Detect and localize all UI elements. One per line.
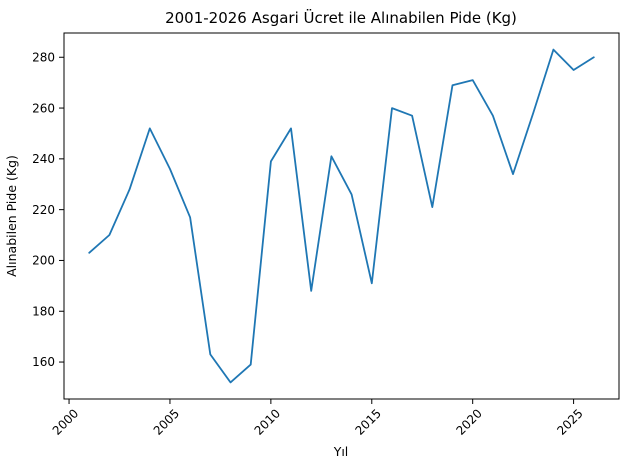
x-tick-label: 2025 bbox=[554, 406, 585, 437]
x-tick-label: 2010 bbox=[252, 406, 283, 437]
y-tick-label: 220 bbox=[32, 203, 55, 217]
x-axis-label: Yıl bbox=[333, 444, 349, 459]
y-tick-label: 280 bbox=[32, 50, 55, 64]
y-tick-label: 160 bbox=[32, 355, 55, 369]
y-tick-label: 180 bbox=[32, 304, 55, 318]
x-tick-label: 2020 bbox=[453, 406, 484, 437]
x-tick-label: 2005 bbox=[151, 406, 182, 437]
y-tick-label: 200 bbox=[32, 254, 55, 268]
y-axis-ticks: 160 180 200 220 240 260 280 bbox=[32, 50, 64, 369]
plot-area-border bbox=[63, 32, 620, 400]
x-tick-label: 2015 bbox=[353, 406, 384, 437]
chart-title: 2001-2026 Asgari Ücret ile Alınabilen Pi… bbox=[165, 8, 517, 27]
data-line bbox=[88, 48, 595, 384]
x-axis-ticks: 2000 2005 2010 2015 2020 2025 bbox=[50, 399, 586, 438]
y-axis-label: Alınabilen Pide (Kg) bbox=[4, 155, 19, 277]
y-tick-label: 260 bbox=[32, 101, 55, 115]
y-tick-label: 240 bbox=[32, 152, 55, 166]
x-tick-label: 2000 bbox=[50, 406, 81, 437]
